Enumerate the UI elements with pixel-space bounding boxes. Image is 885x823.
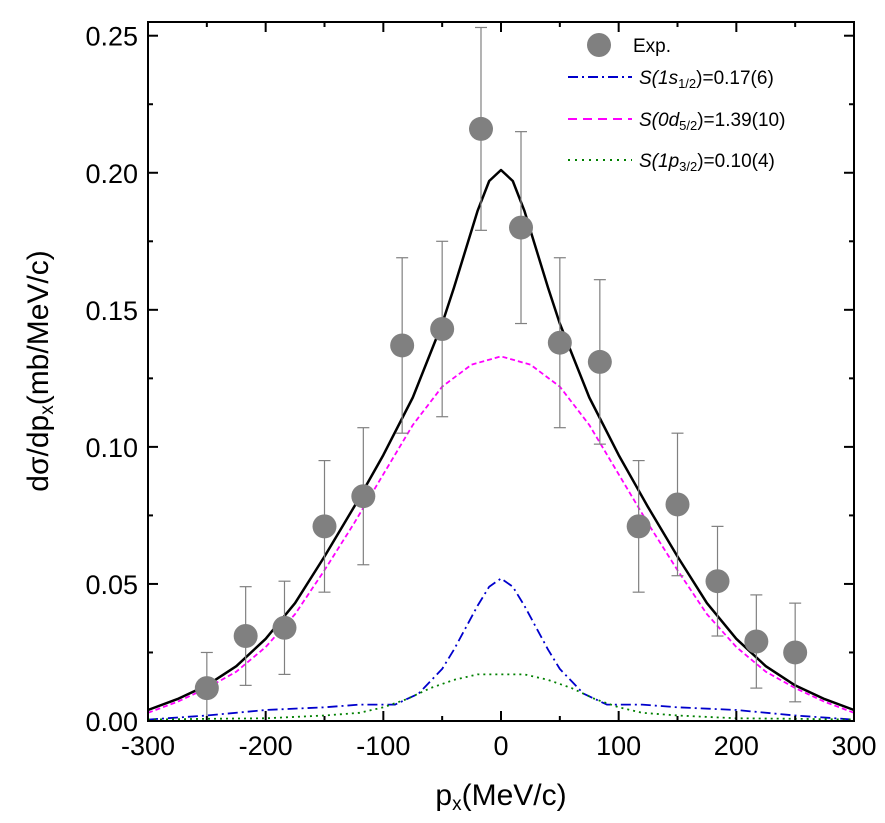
data-point-8: [509, 215, 534, 240]
axis-ticks: [147, 22, 855, 722]
data-point-6: [430, 317, 455, 342]
legend-s0d-label: S(0d5/2)=1.39(10): [639, 110, 785, 133]
legend-exp-label: Exp.: [633, 36, 671, 57]
legend: Exp. S(1s1/2)=0.17(6) S(0d5/2)=1.39(10) …: [568, 33, 785, 174]
x-tick-label: 100: [596, 731, 641, 761]
legend-s1s-label: S(1s1/2)=0.17(6): [639, 68, 774, 91]
y-tick-label: 0.00: [85, 707, 138, 737]
tick-labels: -300 -200 -100 0 100 200 300 0.00 0.05 0.10 0.15 0.…: [85, 22, 876, 761]
data-point-12: [665, 492, 690, 517]
data-point-0: [194, 676, 219, 701]
data-point-14: [744, 629, 769, 654]
experimental-points: [194, 26, 808, 722]
y-tick-label: 0.05: [85, 570, 138, 600]
y-tick-label: 0.25: [85, 22, 138, 52]
legend-s1p-label: S(1p3/2)=0.10(4): [639, 151, 775, 174]
x-tick-label: 300: [831, 731, 876, 761]
series-line-2: [147, 577, 855, 721]
x-axis-label: px(MeV/c): [435, 779, 566, 815]
data-point-10: [587, 349, 612, 374]
data-point-5: [390, 333, 415, 358]
data-point-9: [547, 330, 572, 355]
x-tick-label: 0: [493, 731, 508, 761]
y-axis-label: dσ/dpx(mb/MeV/c): [22, 250, 58, 491]
legend-exp-marker: [587, 33, 611, 57]
x-tick-label: -300: [121, 731, 175, 761]
y-tick-label: 0.20: [85, 159, 138, 189]
data-point-7: [468, 116, 493, 141]
data-point-3: [312, 514, 337, 539]
x-tick-label: 200: [714, 731, 759, 761]
x-tick-label: -200: [239, 731, 293, 761]
series-line-1: [147, 355, 855, 714]
y-tick-label: 0.10: [85, 433, 138, 463]
x-tick-label: -100: [356, 731, 410, 761]
data-point-2: [272, 615, 297, 640]
data-point-11: [626, 514, 651, 539]
y-tick-label: 0.15: [85, 296, 138, 326]
data-point-1: [233, 624, 258, 649]
data-point-13: [705, 569, 730, 594]
data-point-4: [351, 484, 376, 509]
model-curves: [147, 168, 855, 721]
series-line-0: [147, 168, 855, 712]
data-point-15: [783, 640, 808, 665]
